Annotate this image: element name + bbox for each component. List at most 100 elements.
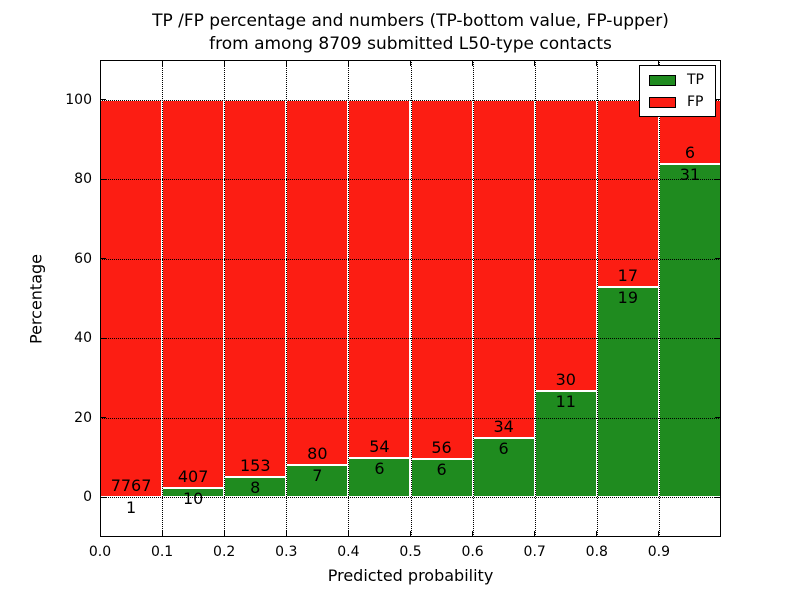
x-axis-label: Predicted probability	[327, 566, 494, 585]
fp-count-label: 34	[493, 416, 514, 436]
y-tick-mark	[715, 178, 721, 180]
x-tick-label: 0.8	[585, 544, 608, 560]
x-tick-mark	[472, 531, 474, 537]
y-tick-mark	[715, 337, 721, 339]
x-tick-mark	[285, 60, 287, 66]
y-tick-mark	[715, 496, 721, 498]
bar-fp-segment	[348, 99, 411, 458]
x-tick-mark	[161, 60, 163, 66]
bar-fp-segment	[100, 99, 163, 498]
y-tick-label: 0	[83, 489, 92, 506]
x-tick-label: 0.9	[647, 544, 671, 560]
legend-item-fp: FP	[649, 95, 704, 109]
y-tick-mark	[715, 99, 721, 101]
y-tick-label: 20	[74, 409, 92, 426]
bar-tp-segment	[286, 465, 349, 498]
fp-count-label: 153	[239, 456, 271, 476]
legend-swatch-fp	[649, 96, 676, 108]
y-axis-label: Percentage	[26, 253, 46, 344]
chart-title-line1: TP /FP percentage and numbers (TP-bottom…	[152, 11, 669, 31]
chart-title-line2: from among 8709 submitted L50-type conta…	[209, 34, 612, 54]
bar-tp-segment	[410, 458, 473, 498]
y-tick-label: 40	[74, 330, 92, 347]
bar-fp-segment	[162, 99, 225, 488]
y-tick-mark	[100, 496, 106, 498]
tp-count-label: 10	[182, 488, 204, 508]
y-tick-mark	[715, 417, 721, 419]
bar-tp-segment	[534, 390, 597, 498]
y-tick-mark	[100, 417, 106, 419]
vertical-gridline	[596, 60, 598, 537]
x-tick-mark	[534, 60, 536, 66]
fp-count-label: 30	[555, 369, 576, 389]
x-tick-mark	[596, 531, 598, 537]
x-tick-mark	[658, 60, 660, 66]
vertical-gridline	[224, 60, 226, 537]
tp-count-label: 31	[679, 165, 701, 185]
bar-fp-segment	[224, 99, 287, 478]
y-tick-mark	[100, 178, 106, 180]
y-tick-mark	[100, 99, 106, 101]
x-tick-label: 0.2	[213, 544, 236, 560]
x-tick-mark	[596, 60, 598, 66]
bar-fp-segment	[534, 99, 597, 391]
fp-count-label: 56	[431, 437, 452, 457]
legend: TP FP	[639, 65, 716, 117]
x-tick-label: 0.1	[150, 544, 174, 560]
fp-count-label: 6	[684, 143, 696, 163]
y-tick-label: 80	[74, 171, 92, 188]
x-tick-mark	[223, 531, 225, 537]
fp-count-label: 80	[307, 444, 328, 464]
legend-label-tp: TP	[687, 72, 704, 88]
vertical-gridline	[410, 60, 412, 537]
fp-count-label: 407	[177, 466, 209, 486]
vertical-gridline	[348, 60, 350, 537]
bar-tp-segment	[348, 457, 411, 498]
tp-count-label: 11	[555, 391, 576, 411]
x-tick-label: 0.6	[461, 544, 484, 560]
x-tick-label: 0.5	[399, 544, 422, 560]
fp-count-label: 17	[617, 266, 639, 286]
legend-swatch-tp	[649, 74, 676, 86]
y-tick-mark	[100, 258, 106, 260]
x-tick-label: 0.0	[88, 544, 112, 560]
tp-count-label: 7	[312, 466, 323, 486]
y-tick-label: 60	[74, 250, 92, 267]
bar-tp-segment	[658, 164, 721, 498]
y-tick-mark	[100, 337, 106, 339]
x-tick-mark	[409, 60, 412, 66]
tp-count-label: 19	[617, 288, 639, 308]
x-tick-mark	[347, 531, 349, 537]
legend-item-tp: TP	[649, 73, 704, 87]
x-tick-mark	[161, 531, 163, 537]
legend-label-fp: FP	[687, 94, 704, 110]
vertical-gridline	[472, 60, 474, 537]
vertical-gridline	[658, 60, 660, 537]
bar-fp-segment	[410, 99, 473, 459]
fp-count-label: 54	[369, 436, 390, 456]
bar-fp-segment	[472, 99, 535, 438]
x-tick-label: 0.3	[275, 544, 298, 560]
fp-count-label: 7767	[110, 476, 152, 496]
bar-tp-segment	[596, 287, 659, 498]
vertical-gridline	[286, 60, 288, 537]
tp-count-label: 6	[498, 438, 509, 458]
x-tick-mark	[409, 531, 412, 537]
y-tick-mark	[715, 258, 721, 260]
x-tick-mark	[285, 531, 287, 537]
x-tick-mark	[534, 531, 536, 537]
vertical-gridline	[162, 60, 164, 537]
tp-count-label: 6	[436, 459, 447, 479]
x-tick-mark	[472, 60, 474, 66]
x-tick-mark	[658, 531, 660, 537]
tp-count-label: 6	[374, 458, 385, 478]
bar-fp-segment	[286, 99, 349, 466]
plot-area: TP FP 7767 1 407 10 153 8 80 7 54 6 56 6 34 6 30 11 17 19 6…	[65, 60, 721, 560]
x-tick-label: 0.7	[523, 544, 546, 560]
x-tick-mark	[223, 60, 225, 66]
tp-count-label: 8	[250, 478, 261, 498]
x-tick-mark	[347, 60, 349, 66]
tp-count-label: 1	[125, 498, 137, 518]
vertical-gridline	[534, 60, 536, 537]
